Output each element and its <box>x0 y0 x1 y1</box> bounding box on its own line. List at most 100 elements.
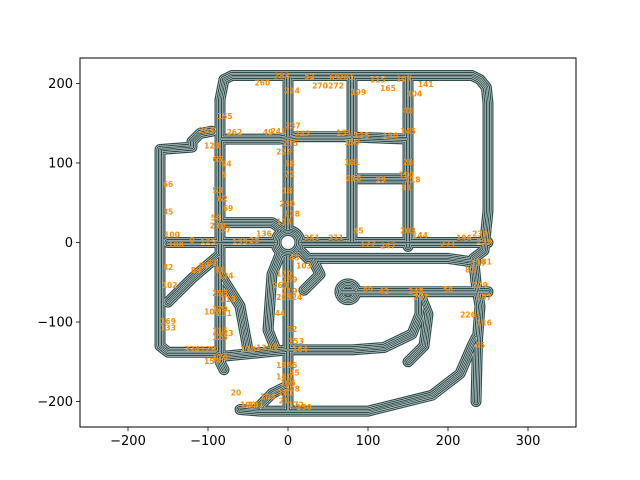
roundabout-lane-6 <box>275 230 301 255</box>
loop-lane-6 <box>339 283 357 301</box>
node-label: 181 <box>344 158 360 167</box>
road-segment-15-lane-6 <box>219 222 285 232</box>
node-label: 245 <box>408 287 424 296</box>
node-label: 101 <box>278 389 294 398</box>
node-label: 45 <box>353 226 363 235</box>
node-label: 253 <box>288 337 304 346</box>
x-tick-label: −200 <box>110 434 146 449</box>
node-label: 241 <box>271 127 287 136</box>
node-label: 89 <box>199 261 209 270</box>
node-label: 139 <box>232 238 248 247</box>
x-tick-label: 200 <box>436 434 461 449</box>
node-label: 172 <box>288 401 304 410</box>
node-label: 20 <box>231 389 241 398</box>
node-label: 224 <box>284 86 300 95</box>
x-tick-label: −100 <box>190 434 226 449</box>
node-label: 239 <box>472 230 488 239</box>
node-label: 125 <box>354 131 370 140</box>
node-label: 5 <box>221 171 226 180</box>
node-label: 260 <box>255 78 271 87</box>
node-label: 104 <box>260 393 276 402</box>
node-label: 263 <box>272 281 288 290</box>
node-label: 141 <box>418 80 434 89</box>
node-label: 44 <box>275 309 285 318</box>
node-label: 170 <box>276 269 292 278</box>
node-label: 125 <box>212 333 228 342</box>
node-label: 116 <box>476 319 492 328</box>
node-label: 145 <box>400 127 416 136</box>
node-label: 190 <box>399 171 415 180</box>
node-label: 100 <box>164 230 180 239</box>
node-label: 35 <box>163 207 173 216</box>
node-label: 235 <box>283 139 299 148</box>
node-label: 0 <box>189 236 194 245</box>
node-label: 113 <box>276 218 292 227</box>
node-label: 211 <box>328 234 344 243</box>
node-label: 53 <box>212 186 222 195</box>
node-label: 108 <box>168 240 184 249</box>
node-label: 150 <box>296 403 312 412</box>
node-label: 89 <box>191 266 201 275</box>
node-label: 239 <box>476 238 492 247</box>
node-label: 258 <box>346 174 362 183</box>
node-label: 43 <box>289 253 299 262</box>
node-label: 86 <box>215 265 225 274</box>
node-label: 138 <box>240 345 256 354</box>
x-tick-label: 0 <box>284 434 292 449</box>
node-label: 155 <box>217 112 233 121</box>
node-label: 40 <box>403 106 413 115</box>
node-label: 150 <box>344 138 360 147</box>
node-label: 271 <box>440 240 456 249</box>
node-label: 69 <box>329 73 339 82</box>
node-label: 72 <box>284 170 294 179</box>
node-label: 52 <box>304 72 314 81</box>
node-label: 107 <box>396 74 412 83</box>
node-label: 64 <box>221 160 231 169</box>
node-label: 103 <box>296 261 312 270</box>
node-label: 32 <box>287 325 297 334</box>
y-tick-label: −100 <box>37 316 73 331</box>
y-tick-label: −200 <box>37 395 73 410</box>
road-segment-10-lane-6 <box>255 385 289 410</box>
node-label: 25 <box>249 236 259 245</box>
node-label: 190 <box>240 401 256 410</box>
road-segment-4-lane-6 <box>239 337 477 412</box>
road-segment-2-lane-6 <box>159 130 225 357</box>
node-label: 124 <box>218 272 234 281</box>
node-label: 33 <box>401 183 411 192</box>
y-tick-label: 0 <box>65 236 73 251</box>
node-label: 115 <box>370 75 386 84</box>
node-label: 49 <box>263 128 273 137</box>
node-label: 334 <box>184 345 200 354</box>
node-label: 270 <box>312 82 328 91</box>
node-label: 250 <box>279 199 295 208</box>
y-tick-label: 100 <box>48 156 73 171</box>
road-segment-21-lane-6 <box>407 293 429 363</box>
node-label: 65 <box>212 155 222 164</box>
x-axis: −200 −100 0 100 200 300 <box>110 427 540 449</box>
x-tick-label: 300 <box>516 434 541 449</box>
node-label: 169 <box>160 317 176 326</box>
node-label: 115 <box>212 327 228 336</box>
node-label: 226 <box>460 311 476 320</box>
node-label: 5 <box>273 342 278 351</box>
node-label: 144 <box>412 231 428 240</box>
node-label: 82 <box>465 265 475 274</box>
road-segment-19-lane-6 <box>219 273 249 351</box>
node-label: 57 <box>220 226 230 235</box>
node-label: 128 <box>204 141 220 150</box>
node-label: 104 <box>407 90 423 99</box>
node-label: 259 <box>282 276 298 285</box>
node-label: 118 <box>284 210 300 219</box>
road-lanes <box>154 70 494 417</box>
node-label: 283 <box>274 71 290 80</box>
node-label: 164 <box>292 345 308 354</box>
y-tick-label: 200 <box>48 77 73 92</box>
node-label: 118 <box>220 295 236 304</box>
road-segment-16-lane-6 <box>167 253 221 303</box>
node-label: 102 <box>162 281 178 290</box>
node-label: 128 <box>200 345 216 354</box>
node-label: 181 <box>476 257 492 266</box>
node-label: 123 <box>218 329 234 338</box>
